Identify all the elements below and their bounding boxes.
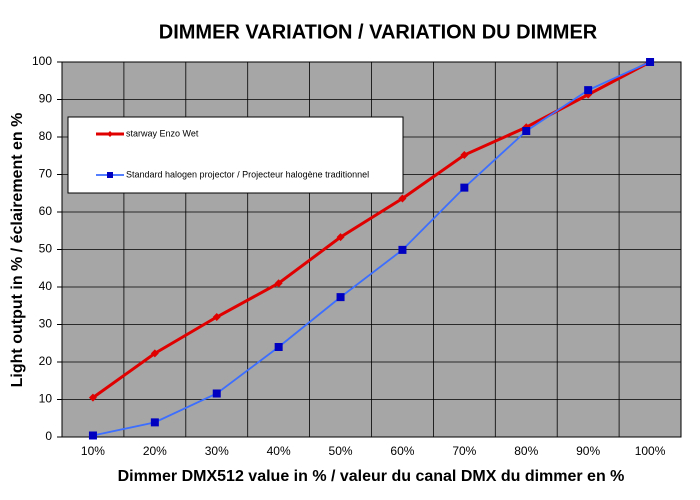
y-tick-label: 30 [39,317,53,331]
y-tick-label: 70 [39,167,53,181]
point [398,194,407,203]
y-tick-label: 20 [39,354,53,368]
point [460,151,469,159]
y-tick-label: 40 [39,279,53,293]
legend-label: Standard halogen projector / Projecteur … [126,169,369,179]
x-axis-label: Dimmer DMX512 value in % / valeur du can… [118,468,625,485]
legend-box [67,116,404,194]
x-tick-label: 40% [267,444,291,458]
point [460,183,469,192]
point [584,86,593,95]
y-axis-label: Light output in % / éclairement en % [9,113,26,388]
legend-marker [107,172,113,178]
point [522,127,531,135]
y-tick-label: 60 [39,204,53,218]
point [212,313,221,321]
point [150,418,159,427]
point [88,431,97,440]
point [336,293,345,302]
x-tick-label: 20% [143,444,167,458]
y-tick-label: 100 [32,54,52,68]
x-tick-label: 80% [514,444,538,458]
point [274,343,283,351]
x-tick-label: 50% [329,444,353,458]
x-tick-label: 70% [452,444,476,458]
y-tick-label: 80 [39,129,53,143]
y-tick-label: 50 [39,242,53,256]
point [646,58,655,66]
y-tick-label: 10 [39,392,53,406]
chart-title: DIMMER VARIATION / VARIATION DU DIMMER [159,21,598,43]
legend-label: starway Enzo Wet [126,128,199,138]
legend-marker [107,131,113,137]
point [88,393,97,402]
point [150,349,159,358]
point [274,279,283,288]
point [398,245,407,254]
legend: starway Enzo Wet Standard halogen project… [67,116,404,194]
y-tick-label: 90 [39,92,53,106]
x-tick-label: 60% [390,444,414,458]
y-tick-label: 0 [45,429,52,443]
series-line [92,61,651,437]
x-tick-label: 90% [576,444,600,458]
x-tick-label: 10% [81,444,105,458]
x-tick-label: 30% [205,444,229,458]
point [212,389,221,398]
point [336,233,345,242]
x-tick-label: 100% [635,444,666,458]
